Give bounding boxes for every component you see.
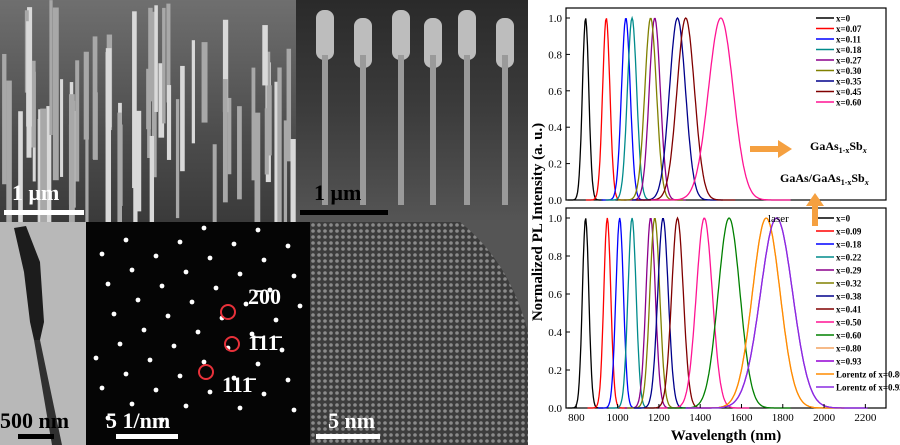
sem-image-cross-section: 1 μm — [296, 0, 528, 222]
legend-entry: x=0.45 — [836, 87, 862, 97]
legend-entry: x=0.41 — [836, 305, 862, 315]
bottom-compound-label: GaAs/GaAs1-xSbx — [780, 171, 869, 187]
scale-bar — [116, 434, 178, 439]
legend-entry: x=0.11 — [836, 35, 861, 45]
scale-bar — [300, 210, 388, 215]
arrow-icon — [750, 140, 792, 158]
diffraction-spots — [93, 225, 303, 423]
spectrum-line-bottom-10 — [688, 217, 845, 409]
legend-entry: x=0 — [836, 14, 851, 24]
spectrum-line-bottom-1 — [587, 217, 628, 409]
spot-label-111-a: 1̄11̄ — [248, 330, 279, 355]
single-nanowire-drawing — [14, 226, 62, 445]
scale-bar — [4, 210, 84, 215]
spectrum-line-bottom-6 — [633, 217, 693, 409]
saed-diffraction-pattern: 2̄00 1̄11̄ 111̄ 5 1/nm — [86, 222, 310, 445]
scale-bar — [316, 434, 380, 439]
lattice-drawing — [310, 222, 528, 445]
y-tick-label: 1.0 — [548, 13, 562, 25]
spectrum-line-bottom-7 — [644, 216, 711, 409]
legend-entry: x=0.07 — [836, 24, 862, 34]
legend-entry: x=0.50 — [836, 318, 862, 328]
legend-entry: x=0.30 — [836, 66, 862, 76]
y-tick-label: 0.6 — [548, 289, 562, 301]
scale-bar-label: 1 μm — [12, 180, 60, 205]
legend-entry: x=0.60 — [836, 98, 862, 108]
y-tick-label: 0.8 — [548, 251, 562, 263]
top-compound-label: GaAs1-xSbx — [810, 139, 867, 155]
legend-entry: x=0.09 — [836, 227, 862, 237]
spectrum-line-bottom-13 — [685, 217, 868, 409]
scale-bar-label: 1 μm — [314, 180, 362, 205]
y-tick-label: 0.4 — [548, 122, 562, 134]
y-tick-label: 0.2 — [548, 365, 562, 377]
pl-spectra-chart: 0.0 0.2 0.4 0.6 0.8 1.0 x=0 x=0.07 x=0.11 x=0.18 x… — [528, 0, 900, 445]
legend-entry: x=0.38 — [836, 292, 862, 302]
y-tick-label: 0.8 — [548, 49, 562, 61]
x-tick-label: 2200 — [854, 412, 877, 424]
x-axis-label: Wavelength (nm) — [671, 428, 781, 444]
legend-entry: x=0.29 — [836, 266, 862, 276]
scale-bar-label: 5 nm — [328, 408, 376, 433]
legend-entry: x=0.60 — [836, 331, 862, 341]
spectrum-line-bottom-9 — [667, 217, 791, 409]
x-tick-label: 1000 — [607, 412, 630, 424]
y-tick-label: 0.4 — [548, 327, 562, 339]
legend-entry: x=0.27 — [836, 56, 862, 66]
sem-image-nanowire-array: 1 μm — [0, 0, 296, 222]
spectrum-line-top-8 — [651, 17, 791, 201]
y-tick-label: 0.6 — [548, 86, 562, 98]
spot-label-200: 2̄00 — [248, 284, 281, 309]
legend-entry: x=0.18 — [836, 240, 862, 250]
legend-entry: x=0.18 — [836, 45, 862, 55]
legend-entry: x=0.93 — [836, 357, 862, 367]
y-tick-label: 0.0 — [548, 195, 562, 207]
x-tick-label: 800 — [568, 412, 585, 424]
legend-entry: x=0 — [836, 214, 851, 224]
x-tick-label: 1600 — [730, 412, 753, 424]
x-tick-label: 1200 — [648, 412, 671, 424]
legend-entry: x=0.22 — [836, 253, 862, 263]
y-tick-label: 0.0 — [548, 403, 562, 415]
y-tick-label: 0.2 — [548, 159, 562, 171]
spectrum-line-top-0 — [567, 18, 604, 201]
laser-annotation: laser — [768, 213, 789, 225]
spectrum-line-bottom-12 — [688, 217, 845, 409]
arrow-icon — [806, 193, 824, 226]
scale-bar — [18, 434, 54, 439]
pl-spectra-svg: 0.00.20.40.60.81.0 x=0x=0.07x=0.11x=0.18x… — [530, 7, 900, 444]
legend-entry: Lorentz of x=0.80 — [836, 370, 900, 380]
spectrum-line-top-6 — [632, 16, 723, 201]
nanowire-array-drawing — [2, 0, 296, 222]
x-tick-label: 1800 — [772, 412, 795, 424]
scale-bar-label: 500 nm — [0, 408, 70, 433]
y-axis-label: Normalized PL Intensity (a. u.) — [530, 123, 546, 321]
spot-label-111-b: 111̄ — [222, 372, 253, 397]
legend-entry: x=0.35 — [836, 77, 862, 87]
spectrum-line-bottom-0 — [567, 218, 604, 409]
legend-entry: x=0.80 — [836, 344, 862, 354]
cross-section-drawing — [316, 10, 514, 205]
y-tick-label: 1.0 — [548, 213, 562, 225]
tem-image-single-nanowire: 500 nm — [0, 222, 86, 445]
x-tick-label: 2000 — [813, 412, 836, 424]
haadf-lattice-image: 5 nm — [310, 222, 528, 445]
x-tick-label: 1400 — [689, 412, 712, 424]
legend-entry: Lorentz of x=0.93 — [836, 383, 900, 393]
plot-frame-bottom — [565, 207, 887, 409]
scale-bar-label: 5 1/nm — [106, 408, 171, 433]
legend-entry: x=0.32 — [836, 279, 862, 289]
spectrum-line-top-4 — [623, 17, 686, 201]
